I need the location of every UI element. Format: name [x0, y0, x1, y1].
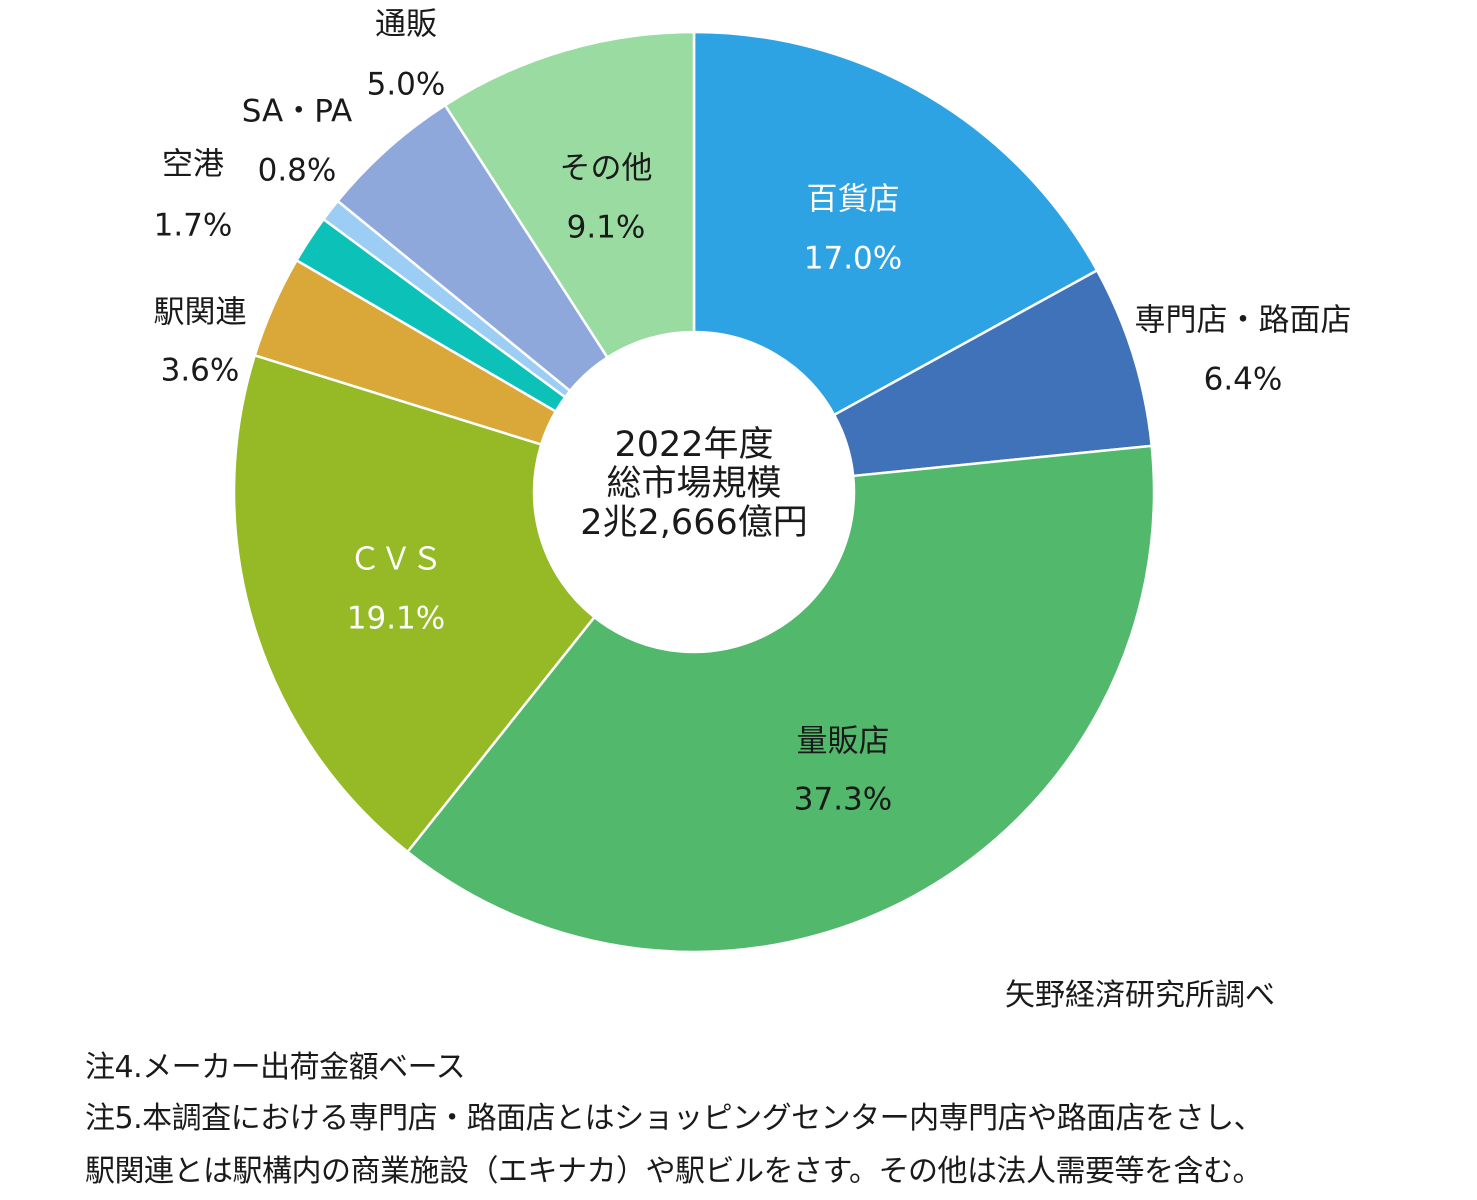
center-text-line-2: 総市場規模	[606, 464, 781, 504]
slice-8-name-label: 通販	[375, 7, 437, 43]
slice-3	[405, 444, 1156, 954]
center-text-line-1: 2022年度	[614, 425, 773, 465]
chart-labels: 百貨店 17.0% 専門店・路面店 6.4% 量販店 37.3% ＣＶＳ 19.1% 駅関連 3.…	[154, 7, 1352, 818]
note-line-1: 注4.メーカー出荷金額ベース	[85, 1050, 466, 1085]
slice-2-value-label: 6.4%	[1204, 362, 1283, 398]
slice-4	[232, 353, 597, 854]
slice-5-value-label: 3.6%	[161, 353, 240, 389]
slice-2-name-label: 専門店・路面店	[1135, 303, 1352, 339]
slice-4-name-label: ＣＶＳ	[350, 542, 443, 578]
note-line-2: 注5.本調査における専門店・路面店とはショッピングセンター内専門店や路面店をさし…	[85, 1101, 1264, 1136]
slice-9-value-label: 9.1%	[567, 210, 646, 246]
chart-slices	[232, 30, 1156, 954]
slice-7-value-label: 0.8%	[258, 153, 337, 189]
slice-7-name-label: SA・PA	[242, 94, 352, 130]
slice-3-name-label: 量販店	[797, 724, 890, 760]
slice-1-value-label: 17.0%	[804, 241, 902, 277]
source-credit: 矢野経済研究所調べ	[1005, 978, 1275, 1013]
slice-6-name-label: 空港	[162, 147, 224, 183]
slice-1	[692, 30, 1099, 417]
slice-8-value-label: 5.0%	[367, 67, 446, 103]
slice-3-value-label: 37.3%	[794, 782, 892, 818]
slice-9	[443, 30, 696, 360]
note-line-3: 駅関連とは駅構内の商業施設（エキナカ）や駅ビルをさす。その他は法人需要等を含む。	[85, 1154, 1263, 1189]
center-text-line-3: 2兆2,666億円	[580, 503, 807, 543]
slice-5-name-label: 駅関連	[154, 295, 247, 331]
slice-6-value-label: 1.7%	[154, 208, 233, 244]
slice-4-value-label: 19.1%	[347, 601, 445, 637]
slice-1-name-label: 百貨店	[807, 182, 900, 218]
slice-9-name-label: その他	[560, 151, 653, 187]
